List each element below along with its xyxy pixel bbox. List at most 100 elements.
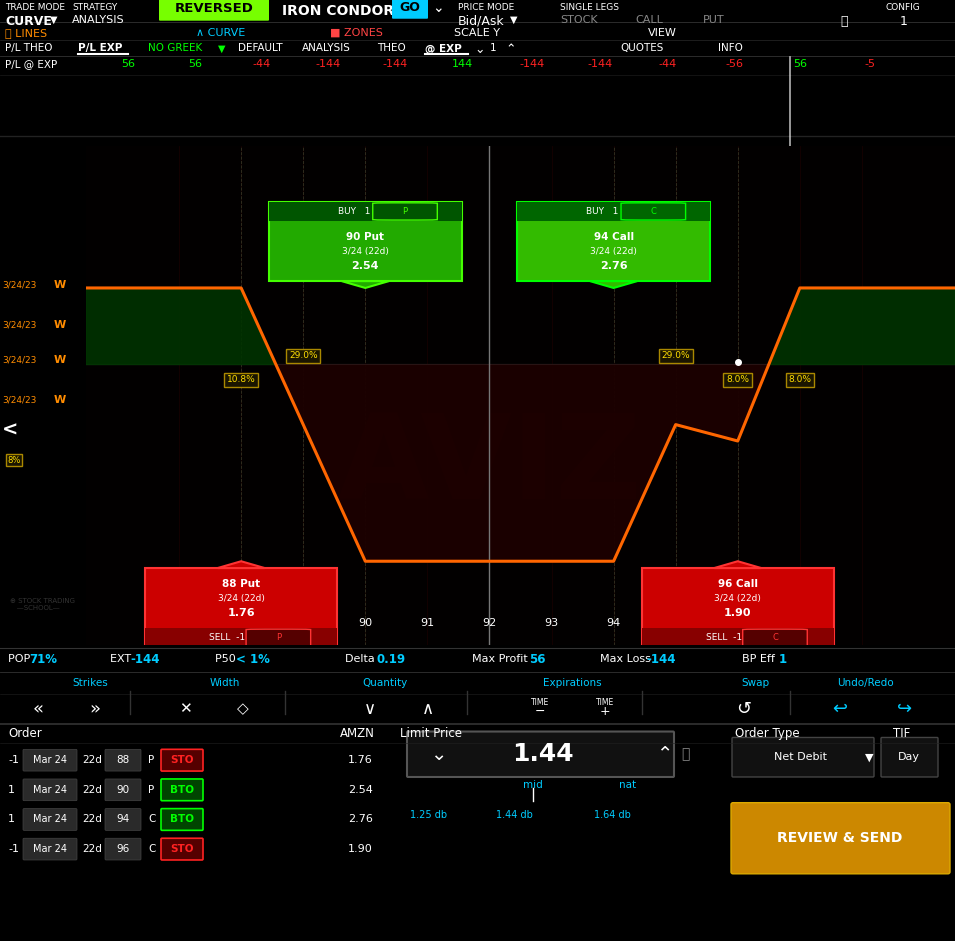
FancyBboxPatch shape (161, 749, 203, 771)
Polygon shape (342, 281, 389, 288)
Text: AMZN: AMZN (340, 727, 375, 740)
Text: nat: nat (620, 780, 637, 789)
Text: 88 Put: 88 Put (223, 580, 260, 589)
Text: 88: 88 (117, 756, 130, 765)
Text: P: P (148, 785, 155, 795)
Text: INFO: INFO (718, 43, 743, 54)
Text: 87: 87 (172, 618, 186, 629)
Text: @ EXP: @ EXP (425, 43, 462, 54)
Text: -144: -144 (315, 59, 341, 69)
Text: -1: -1 (8, 844, 19, 854)
FancyBboxPatch shape (642, 568, 834, 647)
Text: SCALE Y: SCALE Y (454, 27, 500, 38)
Text: 8.0%: 8.0% (788, 375, 812, 385)
Text: 1: 1 (8, 815, 15, 824)
Text: 91: 91 (420, 618, 435, 629)
Text: 97: 97 (793, 618, 807, 629)
Text: 3/24 (22d): 3/24 (22d) (714, 594, 761, 602)
Text: 1.90: 1.90 (724, 608, 752, 618)
Text: -44: -44 (659, 59, 677, 69)
Text: 95: 95 (668, 618, 683, 629)
Text: W: W (53, 280, 66, 291)
Text: 93: 93 (544, 618, 559, 629)
Text: EXT: EXT (110, 654, 135, 664)
Text: BUY   1: BUY 1 (586, 207, 619, 215)
Text: <: < (2, 421, 18, 439)
Text: ANALYSIS: ANALYSIS (72, 15, 124, 24)
FancyBboxPatch shape (621, 203, 686, 220)
Text: ▼: ▼ (510, 15, 518, 24)
FancyBboxPatch shape (743, 630, 807, 646)
FancyBboxPatch shape (372, 203, 437, 220)
Text: 94: 94 (606, 618, 621, 629)
Text: Order Type: Order Type (735, 727, 799, 740)
Text: ⊕ STOCK TRADING
   —SCHOOL—: ⊕ STOCK TRADING —SCHOOL— (10, 598, 74, 612)
Text: BUY   1: BUY 1 (338, 207, 371, 215)
Text: P: P (276, 633, 281, 643)
Text: P/L @ EXP: P/L @ EXP (5, 59, 57, 69)
Text: NO GREEK: NO GREEK (148, 43, 202, 54)
Text: STO: STO (170, 844, 194, 854)
FancyBboxPatch shape (105, 838, 141, 860)
Text: »: » (90, 700, 100, 718)
Text: C: C (148, 815, 156, 824)
Text: -5: -5 (864, 59, 876, 69)
Text: GO: GO (399, 1, 420, 14)
Text: 144: 144 (452, 59, 473, 69)
Text: TIF: TIF (893, 727, 910, 740)
Text: 96: 96 (117, 844, 130, 854)
Text: Undo/Redo: Undo/Redo (837, 678, 893, 688)
Text: 1: 1 (900, 15, 908, 28)
Text: 94: 94 (117, 815, 130, 824)
Text: DEFAULT: DEFAULT (238, 43, 283, 54)
Text: BP Eff: BP Eff (742, 654, 778, 664)
Text: 92: 92 (482, 618, 497, 629)
Text: 71%: 71% (29, 653, 56, 666)
Text: Mar 24: Mar 24 (33, 815, 67, 824)
FancyBboxPatch shape (731, 803, 950, 874)
Text: 8%: 8% (8, 455, 21, 465)
Text: STO: STO (170, 756, 194, 765)
Text: 3/24/23: 3/24/23 (2, 321, 36, 330)
FancyBboxPatch shape (105, 779, 141, 801)
Text: 22d: 22d (82, 756, 102, 765)
Text: Mar 24: Mar 24 (33, 844, 67, 854)
Text: P: P (402, 207, 408, 215)
Text: Delta: Delta (345, 654, 378, 664)
Text: ◇: ◇ (237, 701, 249, 716)
FancyBboxPatch shape (23, 779, 77, 801)
Text: 90: 90 (117, 785, 130, 795)
Text: C: C (650, 207, 656, 215)
FancyBboxPatch shape (161, 779, 203, 801)
Text: −: − (535, 705, 545, 718)
Text: -44: -44 (253, 59, 271, 69)
Text: Width: Width (210, 678, 241, 688)
Text: 2.76: 2.76 (348, 815, 372, 824)
Text: TRADE MODE: TRADE MODE (5, 3, 65, 12)
Text: 2.54: 2.54 (351, 261, 379, 271)
Text: «: « (32, 700, 44, 718)
FancyBboxPatch shape (23, 838, 77, 860)
Text: Quantity: Quantity (362, 678, 408, 688)
Text: ⌄: ⌄ (430, 744, 446, 764)
Text: SINGLE LEGS: SINGLE LEGS (560, 3, 619, 12)
Text: 3/24 (22d): 3/24 (22d) (342, 247, 389, 256)
FancyBboxPatch shape (105, 749, 141, 771)
Text: -144: -144 (382, 59, 408, 69)
Text: ∧: ∧ (422, 700, 435, 718)
Text: 90 Put: 90 Put (347, 232, 384, 243)
Text: P: P (148, 756, 155, 765)
Text: 96: 96 (731, 618, 745, 629)
Text: 1.90: 1.90 (348, 844, 372, 854)
Text: ⌄: ⌄ (432, 1, 444, 15)
Text: -144: -144 (520, 59, 544, 69)
Text: Strikes: Strikes (73, 678, 108, 688)
Text: 1.44 db: 1.44 db (496, 809, 533, 820)
Text: IRON CONDOR: IRON CONDOR (282, 4, 394, 18)
Text: STRATEGY: STRATEGY (72, 3, 117, 12)
FancyBboxPatch shape (269, 202, 461, 281)
Text: 56: 56 (188, 59, 202, 69)
Polygon shape (714, 561, 761, 568)
Text: Bid/Ask: Bid/Ask (458, 15, 504, 28)
Text: Mar 24: Mar 24 (33, 785, 67, 795)
